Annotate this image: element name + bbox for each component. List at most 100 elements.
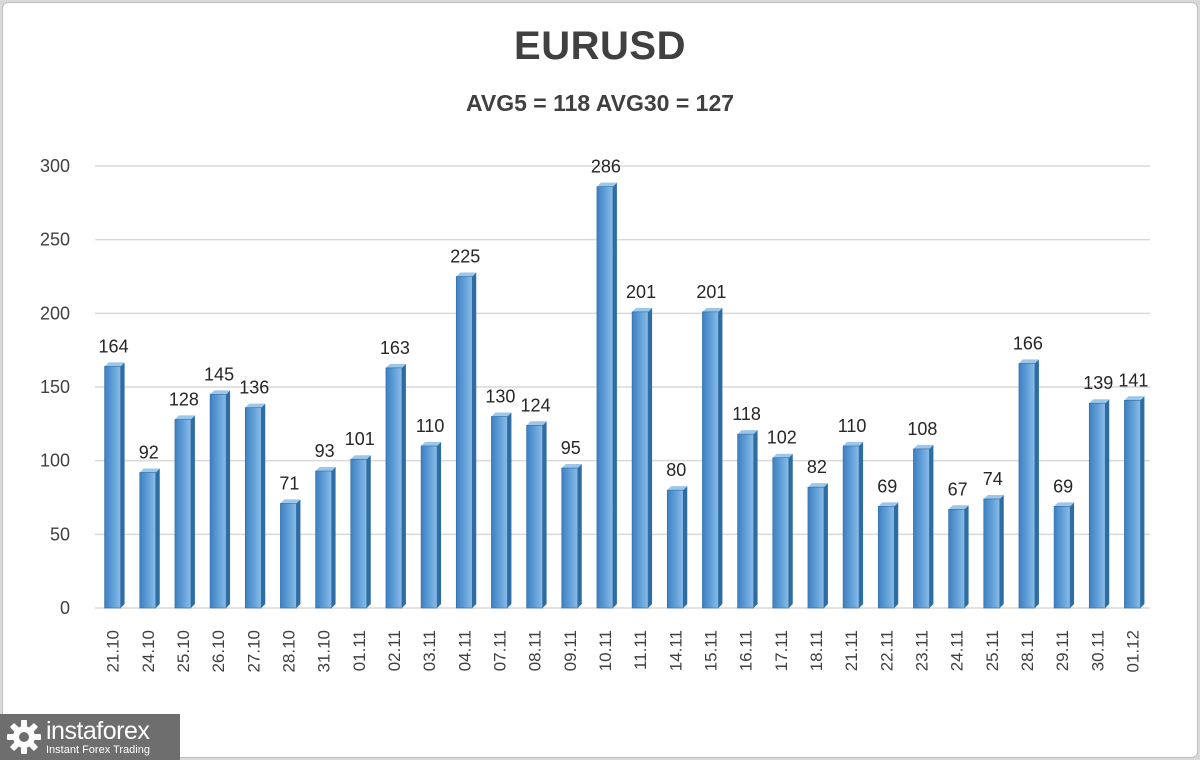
bar-value-label: 130 [485, 386, 515, 406]
bar-side [788, 453, 793, 608]
gridlines [95, 165, 1150, 609]
y-tick-label: 300 [40, 156, 70, 176]
chart-subtitle: AVG5 = 118 AVG30 = 127 [465, 90, 735, 116]
x-tick-label: 28.10 [279, 630, 298, 673]
bar-top [1018, 359, 1039, 364]
bar-side [190, 415, 195, 608]
bar [526, 425, 543, 609]
bar-value-label: 118 [732, 404, 761, 424]
bar-top [913, 444, 934, 449]
bar-side [718, 307, 723, 608]
x-tick-label: 04.11 [455, 630, 474, 671]
bar-side [331, 466, 336, 608]
bar-side [401, 363, 406, 608]
bar-side [1140, 396, 1145, 608]
bar [1124, 399, 1141, 609]
x-tick-label: 01.12 [1123, 630, 1142, 673]
bar-side [859, 441, 864, 608]
bar-value-label: 101 [345, 429, 375, 449]
bar [983, 498, 1001, 609]
bar-top [983, 494, 1004, 499]
bar-side [1070, 502, 1075, 608]
bar-top [245, 403, 266, 408]
chart-title: EURUSD [514, 24, 686, 68]
x-tick-label: 29.11 [1053, 630, 1072, 671]
instaforex-logo: instaforex Instant Forex Trading [0, 714, 180, 760]
bar [315, 470, 332, 609]
bar [350, 458, 368, 609]
bar [385, 367, 403, 609]
bar-side [577, 464, 582, 608]
bar-value-label: 164 [99, 336, 129, 356]
bar-top [878, 502, 899, 507]
bar [244, 407, 262, 609]
bar-value-label: 201 [696, 282, 726, 302]
x-tick-label: 03.11 [420, 630, 439, 671]
bar-top [807, 483, 828, 488]
bar-side [366, 455, 371, 608]
bar-value-label: 67 [948, 479, 968, 499]
bar-top [1124, 396, 1145, 401]
x-tick-label: 21.10 [104, 630, 123, 673]
bar [1018, 363, 1036, 609]
x-tick-label: 07.11 [490, 630, 509, 671]
bar-side [296, 499, 301, 608]
bar-top [210, 390, 231, 395]
bar-side [155, 468, 160, 608]
y-tick-label: 150 [40, 377, 70, 397]
bar-value-label: 74 [983, 469, 1003, 489]
bar-value-label: 102 [767, 428, 797, 448]
bar-top [526, 421, 547, 426]
bar-side [929, 444, 934, 608]
bar-top [561, 464, 582, 469]
x-tick-label: 31.10 [315, 630, 334, 673]
bar-value-label: 286 [591, 157, 621, 177]
bar-top [315, 466, 336, 471]
bar-side [894, 502, 899, 608]
bar [948, 508, 965, 609]
bar-top [843, 441, 864, 446]
bar [455, 276, 473, 609]
y-tick-label: 100 [40, 451, 70, 471]
bar-side [261, 403, 266, 608]
x-tick-label: 02.11 [385, 630, 404, 671]
bar [209, 394, 227, 609]
bars [104, 182, 1145, 609]
bar-side [964, 505, 969, 608]
bar-top [104, 362, 125, 367]
bar [772, 457, 790, 609]
bar-value-label: 201 [626, 282, 656, 302]
bar [666, 489, 684, 609]
x-tick-label: 27.10 [244, 630, 263, 673]
x-tick-label: 17.11 [772, 630, 791, 671]
bar [737, 433, 754, 609]
x-tick-label: 25.10 [174, 630, 193, 673]
bar-value-label: 136 [239, 378, 269, 398]
bar-side [999, 494, 1004, 608]
bar-value-label: 166 [1013, 333, 1043, 353]
logo-tagline: Instant Forex Trading [46, 744, 150, 756]
y-tick-label: 200 [40, 303, 70, 323]
x-tick-label: 25.11 [983, 630, 1002, 671]
bar-value-label: 145 [204, 364, 234, 384]
bar-top [350, 455, 371, 460]
y-tick-label: 0 [60, 598, 70, 618]
y-tick-label: 250 [40, 230, 70, 250]
bar-top [667, 486, 688, 491]
bar-side [648, 307, 653, 608]
bar [913, 448, 930, 609]
bar-side [753, 430, 758, 608]
bar-top [772, 453, 793, 458]
bar [877, 506, 895, 609]
bar-value-label: 163 [380, 338, 410, 358]
x-tick-label: 22.11 [877, 630, 896, 671]
bar-top [1054, 502, 1075, 507]
bar-value-label: 141 [1118, 370, 1148, 390]
x-tick-label: 01.11 [350, 630, 369, 671]
bar-side [542, 421, 547, 608]
x-tick-label: 18.11 [807, 630, 826, 671]
bar-top [737, 430, 758, 435]
bar-side [120, 362, 125, 608]
bar [631, 311, 649, 609]
